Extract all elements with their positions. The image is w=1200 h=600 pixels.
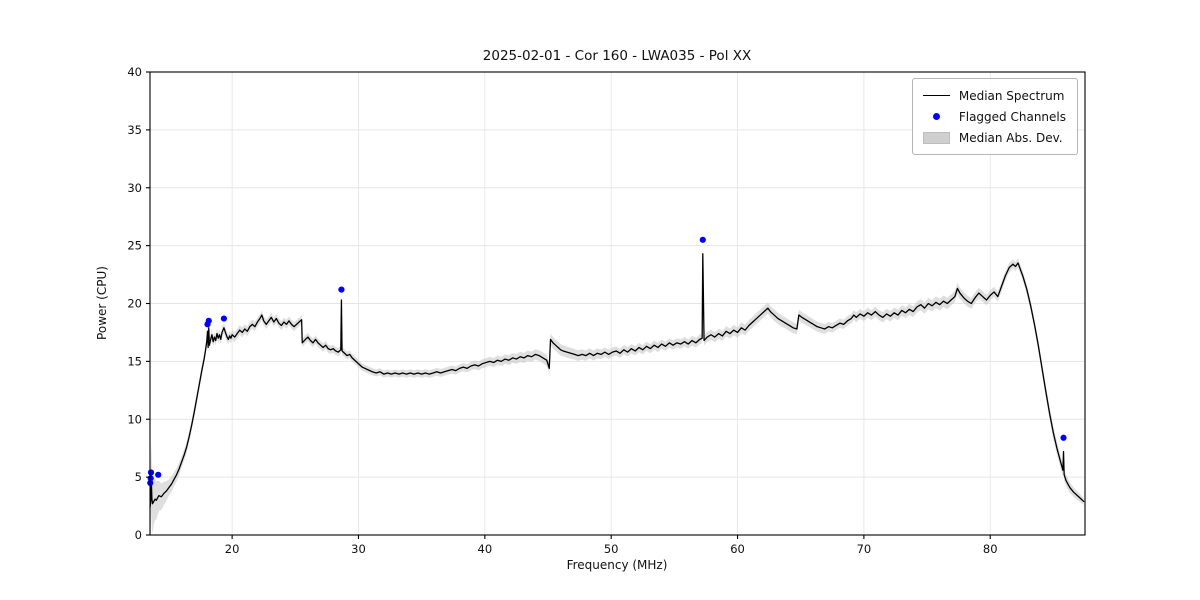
legend-label-median: Median Spectrum bbox=[958, 88, 1065, 103]
svg-text:30: 30 bbox=[127, 181, 142, 195]
svg-text:30: 30 bbox=[351, 542, 366, 556]
svg-text:20: 20 bbox=[127, 297, 142, 311]
median-spectrum-line bbox=[149, 253, 1085, 508]
legend: Median Spectrum Flagged Channels Median … bbox=[911, 78, 1078, 155]
legend-item-flagged-channels: Flagged Channels bbox=[923, 106, 1066, 127]
legend-label-mad: Median Abs. Dev. bbox=[958, 130, 1063, 145]
svg-text:20: 20 bbox=[225, 542, 240, 556]
grid-lines bbox=[150, 71, 1085, 536]
svg-text:70: 70 bbox=[857, 542, 872, 556]
svg-text:10: 10 bbox=[127, 412, 142, 426]
svg-text:15: 15 bbox=[127, 354, 142, 368]
svg-text:0: 0 bbox=[135, 528, 142, 542]
axes-frame bbox=[146, 71, 1086, 539]
svg-text:50: 50 bbox=[604, 542, 619, 556]
median-line-icon bbox=[922, 95, 950, 96]
svg-text:80: 80 bbox=[983, 542, 998, 556]
svg-text:35: 35 bbox=[127, 123, 142, 137]
tick-labels: 20 30 40 50 60 70 80 0 5 10 15 20 25 30 35 40 bbox=[127, 65, 997, 556]
legend-item-median-spectrum: Median Spectrum bbox=[922, 85, 1066, 106]
x-axis-label: Frequency (MHz) bbox=[567, 558, 668, 572]
svg-text:40: 40 bbox=[478, 542, 493, 556]
svg-text:5: 5 bbox=[135, 470, 142, 484]
svg-text:60: 60 bbox=[730, 542, 745, 556]
legend-item-mad: Median Abs. Dev. bbox=[922, 127, 1066, 148]
chart-title: 2025-02-01 - Cor 160 - LWA035 - Pol XX bbox=[483, 48, 751, 64]
svg-text:25: 25 bbox=[127, 239, 142, 253]
y-axis-label: Power (CPU) bbox=[95, 266, 109, 340]
svg-text:40: 40 bbox=[127, 65, 142, 79]
mad-band-icon bbox=[922, 131, 950, 144]
flagged-dot-icon bbox=[923, 113, 950, 120]
mad-band bbox=[150, 248, 1084, 537]
legend-label-flagged: Flagged Channels bbox=[958, 109, 1066, 124]
